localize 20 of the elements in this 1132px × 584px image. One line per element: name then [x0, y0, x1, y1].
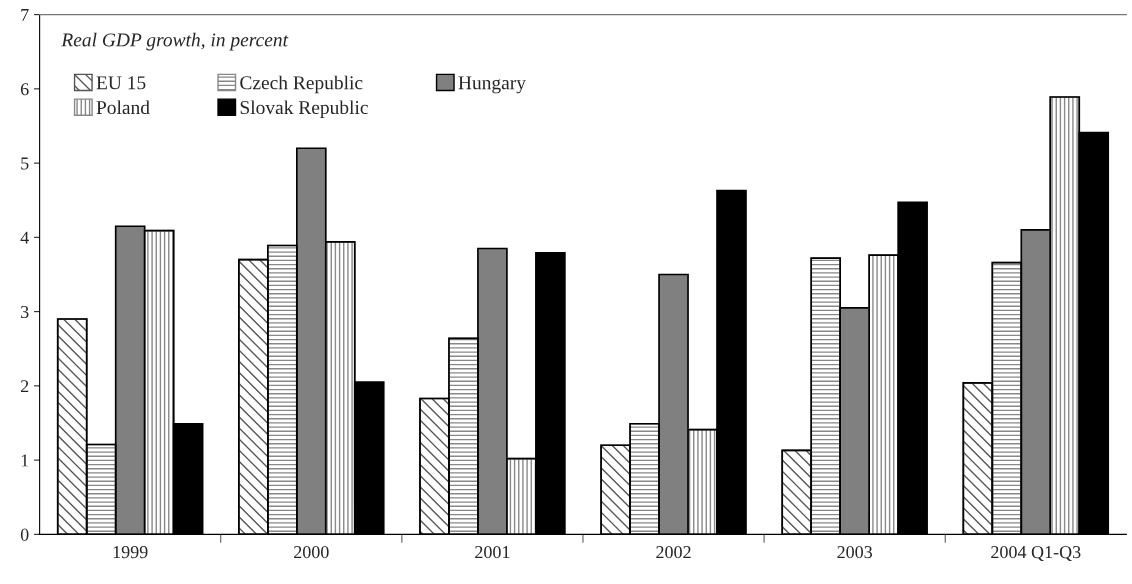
y-tick-label: 4 — [20, 231, 29, 244]
y-tick-label: 5 — [21, 157, 29, 170]
legend-label: Czech Republic — [240, 75, 363, 94]
y-tick-label: 6 — [20, 83, 29, 96]
legend-label: EU 15 — [96, 76, 146, 90]
x-tick-label: 2002 — [656, 545, 691, 559]
y-tick-label: 7 — [21, 9, 29, 21]
y-tick-label: 3 — [21, 305, 29, 319]
y-tick-label: 1 — [21, 454, 29, 467]
x-tick-label: 2001 — [475, 545, 510, 559]
y-tick-label: 2 — [20, 380, 29, 393]
annotation: Real GDP growth, in percent — [61, 32, 289, 51]
legend-label: Slovak Republic — [240, 100, 368, 119]
y-tick-label: 0 — [20, 528, 29, 541]
x-tick-label: 1999 — [113, 546, 148, 559]
legend-label: Hungary — [458, 76, 526, 94]
x-tick-label: 2003 — [837, 545, 873, 559]
legend-label: Poland — [96, 100, 150, 115]
x-tick-label: 2000 — [294, 545, 329, 559]
x-tick-label: 2004 Q1-Q3 — [991, 545, 1081, 561]
